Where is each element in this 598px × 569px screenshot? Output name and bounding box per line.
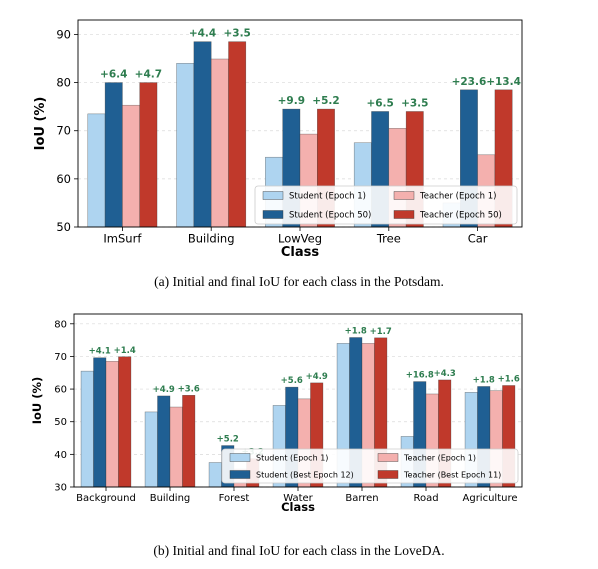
x-tick-label: Water [283,493,313,504]
y-tick-label: 50 [54,417,67,428]
student-gain-label: +5.2 [217,435,239,445]
x-tick-label: Car [468,232,488,246]
x-tick-label: Building [150,493,191,504]
plot-frame [77,19,523,228]
bar [193,41,212,228]
bar [182,395,196,488]
legend-box [254,185,518,225]
x-tick-label: LowVeg [278,232,322,246]
y-tick-label: 80 [54,319,67,330]
bar [104,82,123,228]
legend-box [221,448,519,484]
bar [176,63,195,228]
x-tick-label: Tree [376,232,401,246]
bar [208,462,222,488]
legend-label: Student (Epoch 50) [289,211,371,221]
potsdam-iou-chart: (a) Initial and final IoU for each class… [33,19,523,289]
x-tick-label: ImSurf [103,232,142,246]
student-gain-label: +6.4 [100,69,127,81]
legend-label: Teacher (Epoch 1) [419,192,496,202]
legend-label: Student (Best Epoch 12) [256,470,354,479]
y-tick-label: 70 [56,124,71,138]
student-gain-label: +5.6 [281,376,303,386]
legend-swatch [377,470,399,479]
chart-a-caption: (a) Initial and final IoU for each class… [154,274,444,289]
x-axis-label: Class [281,245,320,260]
legend: Student (Epoch 1) Student (Epoch 50) Teach… [254,185,518,225]
teacher-gain-label: +3.6 [178,384,200,394]
x-tick-label: Building [188,232,235,246]
teacher-gain-label: +1.6 [498,374,520,384]
teacher-gain-label: +3.5 [401,97,428,109]
legend-swatch [229,453,251,462]
bar [157,395,171,488]
teacher-gain-label: +1.4 [114,346,136,356]
student-gain-label: +4.4 [189,28,216,40]
bar [139,82,158,228]
bar [122,104,140,228]
legend-swatch [393,191,415,200]
bar [87,113,106,228]
teacher-gain-label: +4.7 [135,69,162,81]
x-tick-label: Barren [345,493,378,504]
y-tick-label: 50 [56,220,71,234]
bar [80,370,94,488]
teacher-gain-label: +5.2 [312,95,339,107]
teacher-gain-label: +3.5 [223,28,250,40]
legend-label: Student (Epoch 1) [289,192,366,202]
student-gain-label: +16.8 [406,371,434,381]
teacher-gain-label: +1.7 [370,327,392,337]
teacher-gain-label: +13.4 [486,76,521,88]
bar [118,356,132,488]
x-tick-label: Forest [219,493,250,504]
student-gain-label: +23.6 [452,76,487,88]
x-tick-label: Road [413,493,438,504]
x-tick-label: Agriculture [463,493,518,504]
student-gain-label: +6.5 [366,97,393,109]
legend-label: Teacher (Epoch 50) [419,211,502,221]
legend: Student (Epoch 1) Student (Best Epoch 12)… [221,448,519,484]
teacher-gain-label: +4.3 [434,369,456,379]
chart-b-caption: (b) Initial and final IoU for each class… [153,543,444,558]
legend-swatch [377,453,399,462]
loveda-iou-chart: (b) Initial and final IoU for each class… [30,313,523,558]
legend-label: Student (Epoch 1) [256,453,328,462]
legend-swatch [393,210,415,219]
bar [228,41,247,228]
legend-swatch [229,470,251,479]
teacher-gain-label: +4.9 [306,372,328,382]
legend-label: Teacher (Epoch 1) [403,453,476,462]
y-tick-label: 70 [54,352,67,363]
bar [169,406,183,488]
bar [144,411,158,488]
y-axis-label: IoU (%) [30,377,44,425]
x-axis-label: Class [281,500,315,514]
y-axis-label: IoU (%) [33,97,48,151]
student-gain-label: +4.1 [89,347,111,357]
legend-label: Teacher (Best Epoch 11) [403,470,501,479]
y-tick-label: 40 [54,450,67,461]
plot-frame [73,313,523,488]
student-gain-label: +1.8 [345,327,367,337]
y-tick-label: 60 [56,172,71,186]
legend-swatch [262,191,284,200]
x-tick-label: Background [76,493,136,504]
y-tick-label: 90 [56,27,71,41]
y-tick-label: 60 [54,385,67,396]
bar [210,58,229,228]
bar [93,357,107,488]
y-tick-label: 80 [56,76,71,90]
y-tick-label: 30 [54,483,67,494]
legend-swatch [262,210,284,219]
student-gain-label: +1.8 [473,375,495,385]
bar [105,361,119,488]
student-gain-label: +4.9 [153,385,175,395]
student-gain-label: +9.9 [278,95,305,107]
